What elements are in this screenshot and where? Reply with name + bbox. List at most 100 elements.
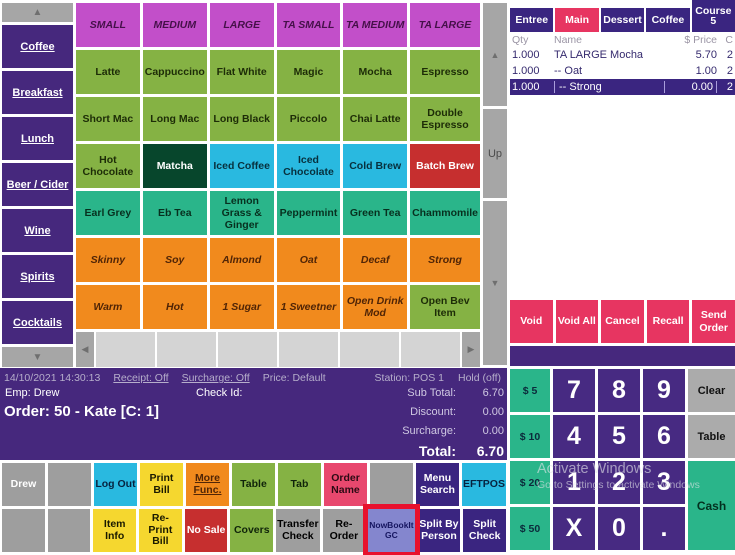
product-flat-white[interactable]: Flat White — [209, 50, 274, 94]
modifier-soy[interactable]: Soy — [142, 238, 207, 282]
modifier-strong[interactable]: Strong — [410, 238, 480, 282]
transfer-check-button[interactable]: Transfer Check — [276, 509, 320, 552]
nowbookit-gc-button[interactable]: NowBookIt GC — [368, 509, 415, 552]
reprint-bill-button[interactable]: Re-Print Bill — [139, 509, 182, 552]
covers-button[interactable]: Covers — [230, 509, 274, 552]
clear-button[interactable]: Clear — [688, 369, 735, 412]
product-double-espresso[interactable]: Double Espresso — [410, 97, 480, 141]
tab-coffee[interactable]: Coffee — [646, 8, 690, 32]
more-func-button[interactable]: More Func. — [185, 463, 229, 506]
recall-button[interactable]: Recall — [646, 300, 690, 343]
product-cappuccino[interactable]: Cappuccino — [142, 50, 207, 94]
modifier-1-sugar[interactable]: 1 Sugar — [209, 285, 274, 329]
cash-button[interactable]: Cash — [688, 461, 735, 550]
sidebar-item-spirits[interactable]: Spirits — [2, 255, 73, 298]
grid-scroll-up-label[interactable]: Up — [483, 109, 507, 198]
scrollbar-track[interactable] — [401, 332, 460, 367]
scrollbar-track[interactable] — [96, 332, 155, 367]
key-5-button[interactable]: 5 — [598, 415, 640, 458]
product-chammomile[interactable]: Chammomile — [410, 191, 480, 235]
key-1-button[interactable]: 1 — [553, 461, 595, 504]
cash-10-button[interactable]: $ 10 — [510, 415, 550, 458]
grid-vertical-scrollbar[interactable]: ▲ Up ▼ — [483, 3, 507, 365]
tab-main[interactable]: Main — [555, 8, 599, 32]
sidebar-item-beer-cider[interactable]: Beer / Cider — [2, 163, 73, 206]
no-sale-button[interactable]: No Sale — [184, 509, 228, 552]
product-hot-chocolate[interactable]: Hot Chocolate — [76, 144, 140, 188]
key-7-button[interactable]: 7 — [553, 369, 595, 412]
key-x-button[interactable]: X — [553, 507, 595, 550]
product-chai-latte[interactable]: Chai Latte — [343, 97, 408, 141]
log-out-button[interactable]: Log Out — [93, 463, 137, 506]
grid-horizontal-scrollbar[interactable]: ◀ ▶ — [76, 332, 480, 367]
key-0-button[interactable]: 0 — [598, 507, 640, 550]
category-scroll-up-button[interactable]: ▲ — [2, 3, 73, 22]
scrollbar-track[interactable] — [157, 332, 216, 367]
product-cold-brew[interactable]: Cold Brew — [343, 144, 408, 188]
send-order-button[interactable]: Send Order — [692, 300, 735, 343]
category-scroll-down-button[interactable]: ▼ — [2, 347, 73, 367]
scroll-right-button[interactable]: ▶ — [462, 332, 480, 367]
product-mocha[interactable]: Mocha — [343, 50, 408, 94]
modifier-oat[interactable]: Oat — [276, 238, 341, 282]
product-piccolo[interactable]: Piccolo — [276, 97, 341, 141]
modifier-open-drink-mod[interactable]: Open Drink Mod — [343, 285, 408, 329]
key-8-button[interactable]: 8 — [598, 369, 640, 412]
product-matcha[interactable]: Matcha — [142, 144, 207, 188]
cash-50-button[interactable]: $ 50 — [510, 507, 550, 550]
tab-course-5[interactable]: Course 5 — [691, 0, 735, 32]
employee-button[interactable]: Drew — [2, 463, 45, 506]
product-eb-tea[interactable]: Eb Tea — [142, 191, 207, 235]
tab-entree[interactable]: Entree — [510, 8, 554, 32]
product-green-tea[interactable]: Green Tea — [343, 191, 408, 235]
product-peppermint[interactable]: Peppermint — [276, 191, 341, 235]
cash-5-button[interactable]: $ 5 — [510, 369, 550, 412]
product-lemon-grass-ginger[interactable]: Lemon Grass & Ginger — [209, 191, 274, 235]
product-magic[interactable]: Magic — [276, 50, 341, 94]
open-bev-item-button[interactable]: Open Bev Item — [410, 285, 480, 329]
key-2-button[interactable]: 2 — [598, 461, 640, 504]
modifier-1-sweetner[interactable]: 1 Sweetner — [276, 285, 341, 329]
sidebar-item-breakfast[interactable]: Breakfast — [2, 71, 73, 114]
scrollbar-track[interactable] — [340, 332, 399, 367]
modifier-almond[interactable]: Almond — [209, 238, 274, 282]
key-dot-button[interactable]: . — [643, 507, 685, 550]
product-short-mac[interactable]: Short Mac — [76, 97, 140, 141]
modifier-skinny[interactable]: Skinny — [76, 238, 140, 282]
sidebar-item-wine[interactable]: Wine — [2, 209, 73, 252]
eftpos-button[interactable]: EFTPOS — [461, 463, 506, 506]
split-by-person-button[interactable]: Split By Person — [417, 509, 461, 552]
grid-scroll-down-button[interactable]: ▼ — [483, 201, 507, 365]
sidebar-item-lunch[interactable]: Lunch — [2, 117, 73, 160]
key-4-button[interactable]: 4 — [553, 415, 595, 458]
cancel-button[interactable]: Cancel — [601, 300, 644, 343]
reorder-button[interactable]: Re-Order — [322, 509, 366, 552]
sidebar-item-cocktails[interactable]: Cocktails — [2, 301, 73, 344]
product-batch-brew[interactable]: Batch Brew — [410, 144, 480, 188]
modifier-warm[interactable]: Warm — [76, 285, 140, 329]
tab-button[interactable]: Tab — [277, 463, 321, 506]
modifier-decaf[interactable]: Decaf — [343, 238, 408, 282]
order-item-row[interactable]: 1.000 -- Oat 1.00 2 — [510, 63, 735, 79]
void-button[interactable]: Void — [510, 300, 553, 343]
menu-search-button[interactable]: Menu Search — [415, 463, 459, 506]
tab-dessert[interactable]: Dessert — [600, 8, 645, 32]
product-latte[interactable]: Latte — [76, 50, 140, 94]
product-long-mac[interactable]: Long Mac — [142, 97, 207, 141]
sidebar-item-coffee[interactable]: Coffee — [2, 25, 73, 68]
scroll-left-button[interactable]: ◀ — [76, 332, 94, 367]
grid-scroll-up-button[interactable]: ▲ — [483, 3, 507, 106]
order-item-row[interactable]: 1.000 TA LARGE Mocha 5.70 2 — [510, 47, 735, 63]
product-long-black[interactable]: Long Black — [209, 97, 274, 141]
key-6-button[interactable]: 6 — [643, 415, 685, 458]
scrollbar-track[interactable] — [218, 332, 277, 367]
key-9-button[interactable]: 9 — [643, 369, 685, 412]
void-all-button[interactable]: Void All — [555, 300, 599, 343]
surcharge-toggle[interactable]: Surcharge: Off — [181, 372, 250, 384]
order-name-button[interactable]: Order Name — [323, 463, 367, 506]
print-bill-button[interactable]: Print Bill — [139, 463, 183, 506]
receipt-toggle[interactable]: Receipt: Off — [113, 372, 169, 384]
product-earl-grey[interactable]: Earl Grey — [76, 191, 140, 235]
cash-20-button[interactable]: $ 20 — [510, 461, 550, 504]
product-iced-chocolate[interactable]: Iced Chocolate — [276, 144, 341, 188]
